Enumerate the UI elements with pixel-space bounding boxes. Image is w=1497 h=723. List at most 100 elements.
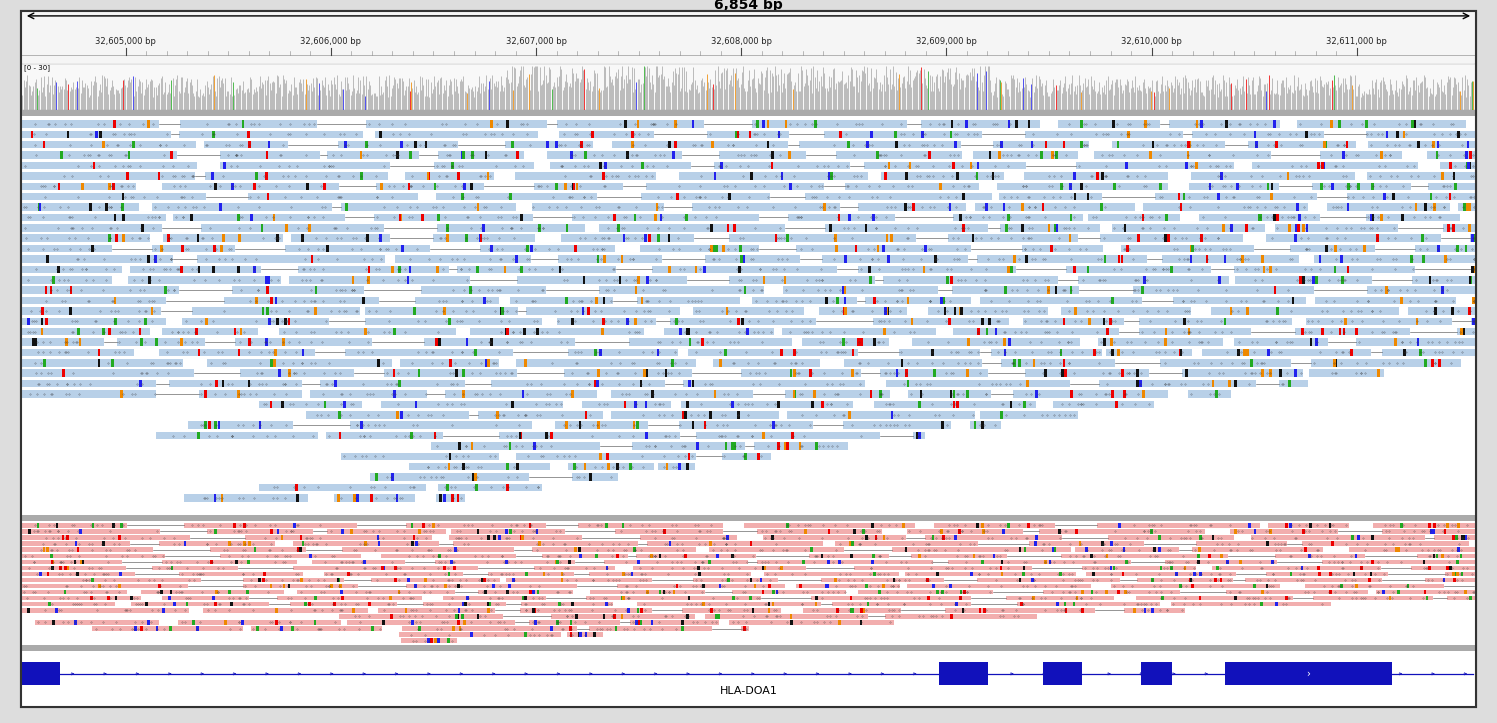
Bar [1308, 554, 1311, 558]
Bar [1464, 535, 1467, 540]
Bar [394, 578, 397, 582]
Bar [1165, 328, 1168, 335]
Bar [257, 578, 260, 582]
Bar [966, 369, 969, 377]
Bar [590, 590, 705, 594]
Bar [458, 626, 461, 630]
Bar [168, 596, 171, 600]
Bar [1269, 369, 1272, 377]
Bar [1126, 162, 1129, 169]
Bar [891, 411, 894, 419]
Bar [880, 172, 1004, 179]
Bar [702, 584, 705, 589]
Bar [141, 590, 284, 594]
Bar [591, 131, 594, 138]
Bar [1058, 529, 1061, 534]
Bar [744, 626, 747, 630]
Bar [516, 463, 519, 471]
Bar [1078, 542, 1081, 546]
Bar [1373, 523, 1476, 528]
Bar [22, 578, 201, 582]
Bar [220, 494, 223, 502]
Bar [1124, 590, 1127, 594]
Bar [222, 234, 225, 242]
Bar [193, 620, 195, 625]
Bar [476, 529, 479, 534]
Bar [1347, 193, 1476, 200]
Bar [1063, 141, 1066, 148]
Bar [70, 286, 72, 294]
Bar [1042, 203, 1045, 211]
Bar [1397, 131, 1400, 138]
Bar [204, 390, 207, 398]
Bar [1274, 214, 1275, 221]
Bar [1428, 565, 1431, 570]
Bar [427, 172, 430, 179]
Bar [1112, 224, 1265, 231]
Bar [1446, 565, 1449, 570]
Bar [76, 328, 79, 335]
Bar [1430, 529, 1433, 534]
Bar [922, 265, 925, 273]
Bar [43, 359, 45, 367]
Bar [621, 523, 624, 528]
Bar [259, 484, 427, 491]
Bar [1030, 542, 1144, 546]
Bar [1473, 265, 1476, 273]
Bar [1151, 141, 1154, 148]
Bar [376, 131, 539, 138]
Bar [570, 151, 572, 159]
Bar [254, 297, 257, 304]
Bar [777, 442, 780, 450]
Bar [1051, 151, 1054, 159]
Bar [120, 523, 123, 528]
Bar [1287, 224, 1290, 231]
Bar [1073, 172, 1076, 179]
Bar [1421, 234, 1424, 242]
Bar [648, 234, 651, 242]
Bar [850, 608, 853, 612]
Bar [1006, 224, 1007, 231]
Bar [825, 224, 988, 231]
Bar [746, 328, 748, 335]
Bar [1319, 255, 1322, 262]
Bar [180, 572, 302, 576]
Bar [1382, 590, 1385, 594]
Bar [1007, 265, 1010, 273]
Bar [524, 633, 527, 637]
Bar [533, 608, 534, 612]
Bar [1178, 348, 1181, 356]
Bar [1248, 141, 1356, 148]
Bar [281, 535, 283, 540]
Bar [91, 245, 94, 252]
Bar [293, 565, 478, 570]
Bar [870, 276, 873, 283]
Bar [533, 547, 696, 552]
Bar [365, 317, 542, 325]
Bar [198, 348, 201, 356]
Bar [630, 572, 633, 576]
Bar [504, 560, 507, 564]
Bar [121, 203, 124, 211]
Bar [246, 590, 249, 594]
Bar [443, 307, 446, 315]
Bar [880, 369, 988, 377]
Bar [1117, 255, 1120, 262]
Bar [484, 590, 487, 594]
Bar [1112, 565, 1115, 570]
Bar [222, 380, 225, 388]
Bar [1106, 348, 1192, 356]
Bar [627, 608, 630, 612]
Bar [338, 411, 341, 419]
Bar [1007, 214, 1009, 221]
Bar [844, 255, 847, 262]
Bar [1418, 554, 1476, 558]
Bar [1473, 317, 1476, 325]
Bar [952, 390, 955, 398]
Bar [732, 590, 846, 594]
Bar [663, 590, 665, 594]
Bar [313, 620, 316, 625]
Bar [211, 172, 214, 179]
Bar [843, 307, 846, 315]
Bar [461, 615, 464, 619]
